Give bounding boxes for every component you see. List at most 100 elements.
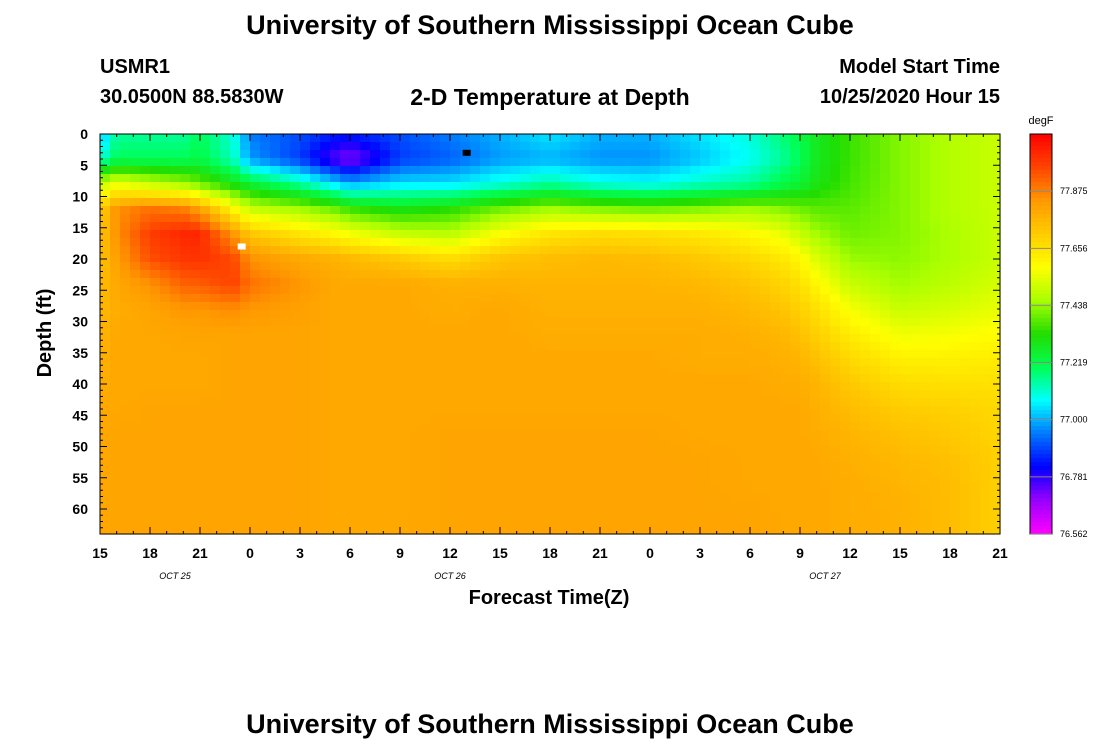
- heatmap-cell: [300, 382, 311, 391]
- heatmap-cell: [720, 510, 731, 519]
- heatmap-cell: [720, 166, 731, 175]
- heatmap-cell: [630, 230, 641, 239]
- heatmap-cell: [810, 366, 821, 375]
- heatmap-cell: [910, 390, 921, 399]
- heatmap-cell: [480, 262, 491, 271]
- heatmap-cell: [430, 294, 441, 303]
- heatmap-cell: [880, 230, 891, 239]
- heatmap-cell: [550, 166, 561, 175]
- heatmap-cell: [320, 462, 331, 471]
- heatmap-cell: [160, 374, 171, 383]
- heatmap-cell: [870, 342, 881, 351]
- heatmap-cell: [280, 134, 291, 143]
- heatmap-cell: [600, 262, 611, 271]
- heatmap-cell: [590, 286, 601, 295]
- heatmap-cell: [740, 390, 751, 399]
- heatmap-cell: [960, 406, 971, 415]
- heatmap-cell: [780, 398, 791, 407]
- heatmap-cell: [980, 246, 991, 255]
- heatmap-cell: [600, 278, 611, 287]
- heatmap-cell: [990, 462, 1001, 471]
- heatmap-cell: [660, 246, 671, 255]
- heatmap-cell: [250, 510, 261, 519]
- heatmap-cell: [670, 470, 681, 479]
- heatmap-cell: [710, 470, 721, 479]
- heatmap-cell: [150, 286, 161, 295]
- heatmap-cell: [560, 294, 571, 303]
- heatmap-cell: [230, 342, 241, 351]
- heatmap-cell: [540, 510, 551, 519]
- heatmap-cell: [900, 438, 911, 447]
- heatmap-cell: [960, 486, 971, 495]
- heatmap-cell: [120, 198, 131, 207]
- heatmap-cell: [420, 502, 431, 511]
- heatmap-cell: [370, 158, 381, 167]
- heatmap-cell: [280, 374, 291, 383]
- heatmap-cell: [840, 422, 851, 431]
- heatmap-cell: [870, 142, 881, 151]
- heatmap-cell: [490, 382, 501, 391]
- heatmap-cell: [120, 390, 131, 399]
- heatmap-cell: [420, 494, 431, 503]
- heatmap-cell: [190, 214, 201, 223]
- heatmap-cell: [230, 294, 241, 303]
- heatmap-cell: [250, 454, 261, 463]
- heatmap-cell: [780, 414, 791, 423]
- heatmap-cell: [600, 438, 611, 447]
- heatmap-cell: [540, 462, 551, 471]
- heatmap-cell: [980, 214, 991, 223]
- heatmap-cell: [640, 278, 651, 287]
- heatmap-cell: [520, 494, 531, 503]
- heatmap-cell: [980, 518, 991, 527]
- heatmap-cell: [220, 358, 231, 367]
- heatmap-cell: [790, 438, 801, 447]
- heatmap-cell: [800, 510, 811, 519]
- heatmap-cell: [740, 454, 751, 463]
- heatmap-cell: [990, 142, 1001, 151]
- heatmap-cell: [920, 374, 931, 383]
- heatmap-cell: [690, 358, 701, 367]
- heatmap-cell: [200, 262, 211, 271]
- colorbar-swatch: [1030, 526, 1052, 531]
- heatmap-cell: [180, 422, 191, 431]
- heatmap-cell: [790, 294, 801, 303]
- heatmap-cell: [970, 166, 981, 175]
- heatmap-cell: [700, 358, 711, 367]
- heatmap-cell: [730, 310, 741, 319]
- heatmap-cell: [930, 326, 941, 335]
- heatmap-cell: [220, 366, 231, 375]
- heatmap-cell: [690, 374, 701, 383]
- heatmap-cell: [400, 398, 411, 407]
- heatmap-cell: [430, 166, 441, 175]
- heatmap-cell: [190, 342, 201, 351]
- heatmap-cell: [720, 134, 731, 143]
- heatmap-cell: [890, 262, 901, 271]
- heatmap-cell: [560, 134, 571, 143]
- heatmap-cell: [200, 406, 211, 415]
- y-tick-label: 50: [72, 439, 88, 455]
- heatmap-cell: [590, 246, 601, 255]
- heatmap-cell: [620, 142, 631, 151]
- heatmap-cell: [990, 206, 1001, 215]
- heatmap-cell: [390, 406, 401, 415]
- heatmap-cell: [420, 142, 431, 151]
- heatmap-cell: [500, 230, 511, 239]
- heatmap-cell: [120, 262, 131, 271]
- heatmap-cell: [360, 446, 371, 455]
- heatmap-cell: [440, 502, 451, 511]
- heatmap-cell: [360, 150, 371, 159]
- heatmap-cell: [720, 478, 731, 487]
- heatmap-cell: [570, 342, 581, 351]
- heatmap-cell: [620, 422, 631, 431]
- heatmap-cell: [280, 406, 291, 415]
- heatmap-cell: [400, 302, 411, 311]
- heatmap-cell: [630, 462, 641, 471]
- heatmap-cell: [500, 326, 511, 335]
- heatmap-cell: [730, 462, 741, 471]
- heatmap-cell: [910, 518, 921, 527]
- heatmap-cell: [890, 190, 901, 199]
- heatmap-cell: [910, 158, 921, 167]
- heatmap-cell: [340, 374, 351, 383]
- heatmap-cell: [370, 190, 381, 199]
- heatmap-cell: [700, 206, 711, 215]
